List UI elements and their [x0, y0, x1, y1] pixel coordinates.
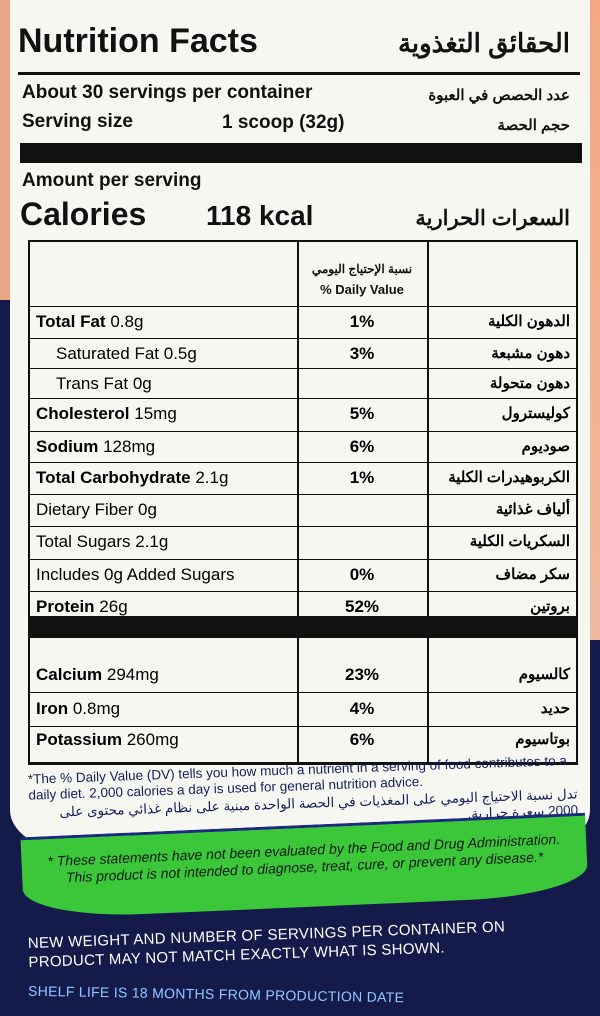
- nutrient-name: Iron 0.8mg: [36, 699, 120, 719]
- amount-per-serving: Amount per serving: [22, 170, 202, 191]
- nutrient-amount: 0g: [138, 500, 157, 519]
- table-row: Includes 0g Added Sugars 0% سكر مضاف: [30, 560, 576, 592]
- daily-value: 1%: [349, 312, 375, 331]
- daily-value: 3%: [349, 344, 375, 363]
- nutrient-name: Total Carbohydrate 2.1g: [36, 468, 228, 488]
- daily-value: 52%: [344, 597, 380, 616]
- table-row: Cholesterol 15mg 5% كوليسترول: [30, 399, 576, 432]
- nutrient-name-ar: السكريات الكلية: [469, 533, 570, 550]
- daily-value: 6%: [349, 437, 375, 456]
- nutrient-label: Dietary Fiber: [36, 500, 134, 519]
- dv-header-ar: نسبة الإحتياج اليومي: [311, 262, 413, 276]
- daily-value: 4%: [349, 699, 375, 718]
- notice: NEW WEIGHT AND NUMBER OF SERVINGS PER CO…: [27, 918, 506, 972]
- nutrient-amount: 294mg: [106, 665, 159, 684]
- nutrient-name-ar: دهون متحولة: [489, 375, 570, 392]
- table-row: Trans Fat 0g دهون متحولة: [30, 369, 576, 399]
- thick-divider: [30, 616, 576, 638]
- nutrient-name-ar: كوليسترول: [501, 405, 570, 422]
- nutrient-amount: 0.5g: [163, 344, 197, 363]
- nutrient-amount: 128mg: [103, 437, 156, 456]
- table-row: Sodium 128mg 6% صوديوم: [30, 432, 576, 463]
- nutrient-name: Sodium 128mg: [36, 437, 155, 457]
- table-row: Protein 26g 52% بروتين: [30, 592, 576, 618]
- disclaimer: * These statements have not been evaluat…: [47, 830, 561, 886]
- nutrition-label: [10, 0, 590, 850]
- nutrient-name-ar: دهون مشبعة: [491, 345, 570, 362]
- table-row: Total Fat 0.8g 1% الدهون الكلية: [30, 307, 576, 339]
- calories-ar: السعرات الحرارية: [415, 207, 570, 230]
- nutrient-label: Cholesterol: [36, 404, 130, 423]
- table-row: Total Carbohydrate 2.1g 1% الكربوهيدرات ال…: [30, 463, 576, 495]
- table-row: Calcium 294mg 23% كالسيوم: [30, 660, 576, 693]
- nutrient-label: Iron: [36, 699, 69, 718]
- nutrient-label: Sodium: [36, 437, 99, 456]
- nutrient-name-ar: الكربوهيدرات الكلية: [448, 469, 570, 486]
- table-row: Iron 0.8mg 4% حديد: [30, 694, 576, 727]
- divider: [18, 72, 580, 75]
- thick-divider: [20, 143, 582, 163]
- calories-label: Calories: [20, 196, 147, 232]
- nutrient-label: Saturated Fat: [56, 344, 160, 363]
- nutrient-amount: 260mg: [126, 730, 179, 749]
- nutrient-name-ar: الدهون الكلية: [487, 313, 570, 330]
- nutrient-label: Calcium: [36, 665, 103, 684]
- calories-value: 118 kcal: [206, 200, 314, 231]
- nutrient-name: Includes 0g Added Sugars: [36, 565, 234, 585]
- nutrient-name-ar: حديد: [540, 700, 570, 717]
- nutrient-name: Cholesterol 15mg: [36, 404, 177, 424]
- nutrient-name: Potassium 260mg: [36, 730, 179, 750]
- table-row: Dietary Fiber 0g ألياف غذائية: [30, 495, 576, 527]
- nutrient-amount: 0.8g: [110, 312, 144, 331]
- nutrient-name-ar: صوديوم: [521, 438, 570, 455]
- nutrient-label: Potassium: [36, 730, 122, 749]
- serving-size-ar: حجم الحصة: [497, 117, 570, 134]
- nutrient-table: نسبة الإحتياج اليومي % Daily Value Total…: [28, 240, 578, 765]
- column-divider: [297, 242, 299, 763]
- nutrient-amount: 0g: [132, 374, 152, 393]
- table-row: Potassium 260mg 6% بوتاسيوم: [30, 725, 576, 763]
- daily-value: 5%: [349, 404, 375, 423]
- servings-ar: عدد الحصص في العبوة: [428, 87, 570, 104]
- nutrient-name: Total Sugars 2.1g: [36, 532, 168, 552]
- nutrient-name: Saturated Fat 0.5g: [36, 344, 197, 364]
- nutrient-amount: 2.1g: [195, 468, 229, 487]
- nutrient-name-ar: كالسيوم: [518, 666, 570, 683]
- nutrient-label: Trans Fat: [56, 374, 129, 393]
- nutrient-name: Total Fat 0.8g: [36, 312, 143, 332]
- header-row: [30, 242, 576, 307]
- servings: About 30 servings per container: [22, 82, 313, 103]
- daily-value: 1%: [349, 468, 375, 487]
- nutrient-label: Protein: [36, 597, 95, 616]
- serving-size: 1 scoop (32g): [222, 112, 345, 133]
- nutrient-name: Trans Fat 0g: [36, 374, 152, 394]
- nutrient-name-ar: ألياف غذائية: [495, 501, 570, 518]
- nutrient-name: Protein 26g: [36, 597, 128, 617]
- shelf-life: SHELF LIFE IS 18 MONTHS FROM PRODUCTION …: [27, 982, 405, 1006]
- daily-value: 6%: [349, 730, 375, 749]
- nutrient-amount: 26g: [99, 597, 128, 616]
- daily-value: 0%: [349, 565, 375, 584]
- nutrient-name: Calcium 294mg: [36, 665, 159, 685]
- nutrient-label: Includes 0g Added Sugars: [36, 565, 235, 584]
- nutrient-name-ar: بوتاسيوم: [515, 731, 570, 748]
- table-row: Saturated Fat 0.5g 3% دهون مشبعة: [30, 339, 576, 369]
- nutrient-name: Dietary Fiber 0g: [36, 500, 157, 520]
- serving-size-label: Serving size: [22, 111, 133, 132]
- daily-value: 23%: [344, 665, 380, 684]
- nutrient-amount: 15mg: [134, 404, 177, 423]
- column-divider: [427, 242, 429, 763]
- title: Nutrition Facts: [18, 22, 258, 60]
- table-row: Total Sugars 2.1g السكريات الكلية: [30, 527, 576, 560]
- nutrient-label: Total Carbohydrate: [36, 468, 191, 487]
- title-ar: الحقائق التغذوية: [397, 28, 570, 58]
- dv-header: % Daily Value: [320, 282, 404, 297]
- nutrient-name-ar: سكر مضاف: [495, 566, 570, 583]
- nutrient-name-ar: بروتين: [530, 598, 570, 615]
- nutrient-label: Total Sugars: [36, 532, 131, 551]
- nutrient-amount: 0.8mg: [72, 699, 121, 718]
- nutrient-amount: 2.1g: [135, 532, 169, 551]
- nutrient-label: Total Fat: [36, 312, 106, 331]
